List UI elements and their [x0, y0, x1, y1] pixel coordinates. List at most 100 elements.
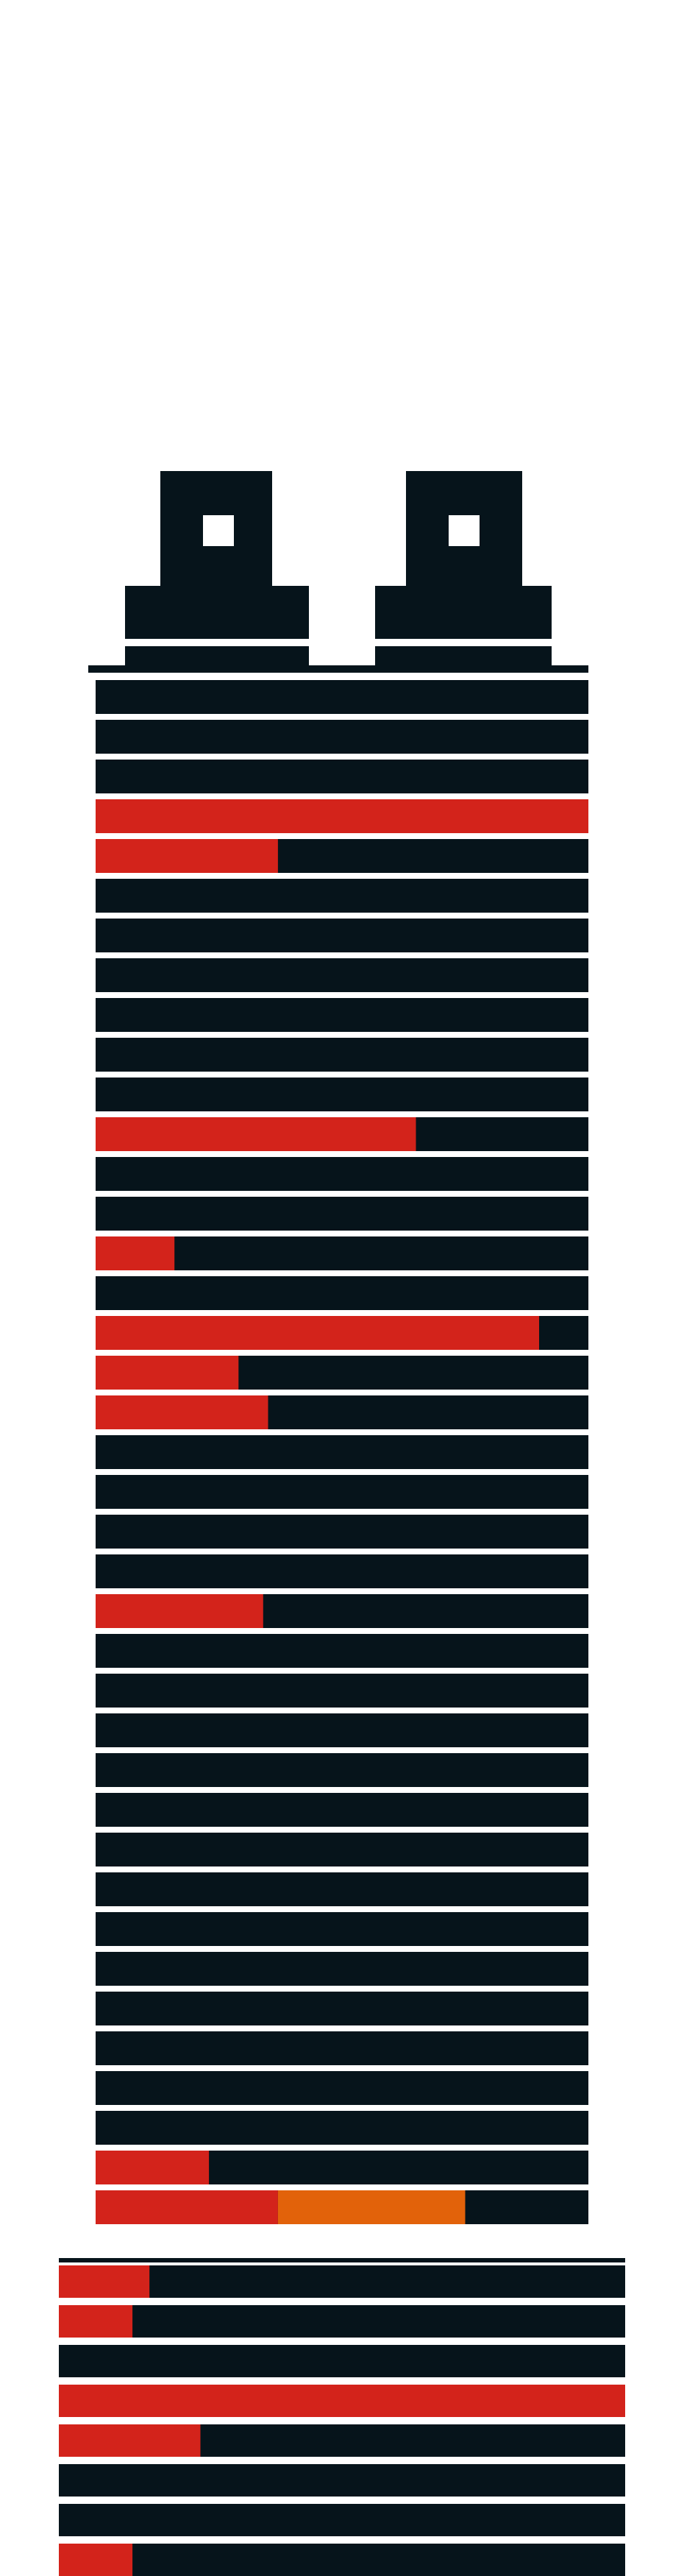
upper-floor-23-bar — [96, 1554, 588, 1588]
base-floor-3 — [59, 2345, 625, 2377]
upper-floor-29-bar — [96, 1793, 588, 1827]
upper-floor-29 — [96, 1793, 588, 1827]
upper-floor-23 — [96, 1554, 588, 1588]
upper-floor-38-occupied — [96, 2151, 210, 2184]
upper-floor-35-bar — [96, 2031, 588, 2065]
upper-floor-25-bar — [96, 1634, 588, 1668]
upper-floor-10 — [96, 1038, 588, 1072]
upper-floor-19 — [96, 1395, 588, 1429]
base-floor-6 — [59, 2464, 625, 2497]
upper-floor-7-bar — [96, 919, 588, 952]
upper-floor-21-bar — [96, 1475, 588, 1509]
upper-floor-24 — [96, 1594, 588, 1628]
base-floor-4-occupied — [59, 2385, 625, 2417]
upper-floor-4-occupied — [96, 799, 588, 833]
upper-floor-32-bar — [96, 1912, 588, 1946]
upper-floor-39-occupied — [96, 2190, 278, 2224]
upper-floor-16-bar — [96, 1276, 588, 1310]
upper-floor-11-bar — [96, 1078, 588, 1111]
upper-floor-22-bar — [96, 1515, 588, 1549]
upper-floor-20 — [96, 1435, 588, 1469]
upper-floor-18-occupied — [96, 1356, 239, 1390]
upper-floor-38 — [96, 2151, 588, 2184]
upper-floor-2-bar — [96, 720, 588, 754]
upper-floor-11 — [96, 1078, 588, 1111]
base-floor-7 — [59, 2504, 625, 2536]
upper-floor-1 — [96, 680, 588, 714]
upper-floor-15-bar — [96, 1236, 588, 1270]
upper-floor-12-occupied — [96, 1117, 416, 1151]
upper-floor-26-bar — [96, 1674, 588, 1708]
upper-floor-19-occupied — [96, 1395, 268, 1429]
left-chimney-gap — [125, 639, 309, 645]
upper-floor-16 — [96, 1276, 588, 1310]
upper-floor-34 — [96, 1992, 588, 2025]
upper-floor-20-bar — [96, 1435, 588, 1469]
upper-floor-1-bar — [96, 680, 588, 714]
upper-floor-9-bar — [96, 998, 588, 1032]
upper-floor-33-bar — [96, 1952, 588, 1986]
base-floor-7-bar — [59, 2504, 625, 2536]
upper-floor-8-bar — [96, 958, 588, 992]
upper-floors — [96, 680, 588, 2224]
upper-floor-3 — [96, 760, 588, 793]
upper-floor-39-highlight — [277, 2190, 466, 2224]
upper-floor-39 — [96, 2190, 588, 2224]
base-floor-5 — [59, 2424, 625, 2457]
upper-floor-37 — [96, 2111, 588, 2145]
upper-floor-9 — [96, 998, 588, 1032]
upper-floor-14-bar — [96, 1197, 588, 1231]
upper-floor-6-bar — [96, 879, 588, 913]
base-floor-3-bar — [59, 2345, 625, 2377]
upper-floor-28-bar — [96, 1753, 588, 1787]
right-rooftop-tower — [375, 471, 552, 673]
upper-floor-26 — [96, 1674, 588, 1708]
upper-floor-4 — [96, 799, 588, 833]
upper-floor-30-bar — [96, 1833, 588, 1866]
upper-floor-34-bar — [96, 1992, 588, 2025]
base-floor-6-bar — [59, 2464, 625, 2497]
upper-floor-36-bar — [96, 2071, 588, 2105]
base-floor-2-bar — [59, 2305, 625, 2338]
upper-floor-28 — [96, 1753, 588, 1787]
upper-floor-33 — [96, 1952, 588, 1986]
upper-floor-14 — [96, 1197, 588, 1231]
left-chimney-window — [203, 515, 234, 546]
upper-floor-27-bar — [96, 1713, 588, 1747]
roof-line — [88, 665, 588, 673]
upper-floor-25 — [96, 1634, 588, 1668]
left-rooftop-tower — [125, 471, 309, 673]
base-floor-4 — [59, 2385, 625, 2417]
upper-floor-27 — [96, 1713, 588, 1747]
upper-floor-12 — [96, 1117, 588, 1151]
base-floor-2-occupied — [59, 2305, 133, 2338]
upper-floor-18 — [96, 1356, 588, 1390]
upper-floor-24-occupied — [96, 1594, 263, 1628]
upper-floor-3-bar — [96, 760, 588, 793]
upper-floor-13 — [96, 1157, 588, 1191]
upper-floor-32 — [96, 1912, 588, 1946]
upper-floor-37-bar — [96, 2111, 588, 2145]
base-floor-8-occupied — [59, 2544, 133, 2576]
upper-floor-17 — [96, 1316, 588, 1350]
base-floor-8 — [59, 2544, 625, 2576]
right-chimney-window — [449, 515, 480, 546]
upper-floor-5 — [96, 839, 588, 873]
upper-floor-17-occupied — [96, 1316, 539, 1350]
right-chimney-gap — [375, 639, 552, 645]
base-floor-5-occupied — [59, 2424, 201, 2457]
base-floor-8-bar — [59, 2544, 625, 2576]
upper-floor-5-occupied — [96, 839, 278, 873]
upper-floor-31 — [96, 1872, 588, 1906]
upper-floor-10-bar — [96, 1038, 588, 1072]
upper-floor-7 — [96, 919, 588, 952]
base-floor-1 — [59, 2265, 625, 2298]
upper-floor-31-bar — [96, 1872, 588, 1906]
upper-floor-36 — [96, 2071, 588, 2105]
base-floor-1-occupied — [59, 2265, 150, 2298]
upper-floor-15-occupied — [96, 1236, 175, 1270]
upper-floor-30 — [96, 1833, 588, 1866]
upper-floor-2 — [96, 720, 588, 754]
